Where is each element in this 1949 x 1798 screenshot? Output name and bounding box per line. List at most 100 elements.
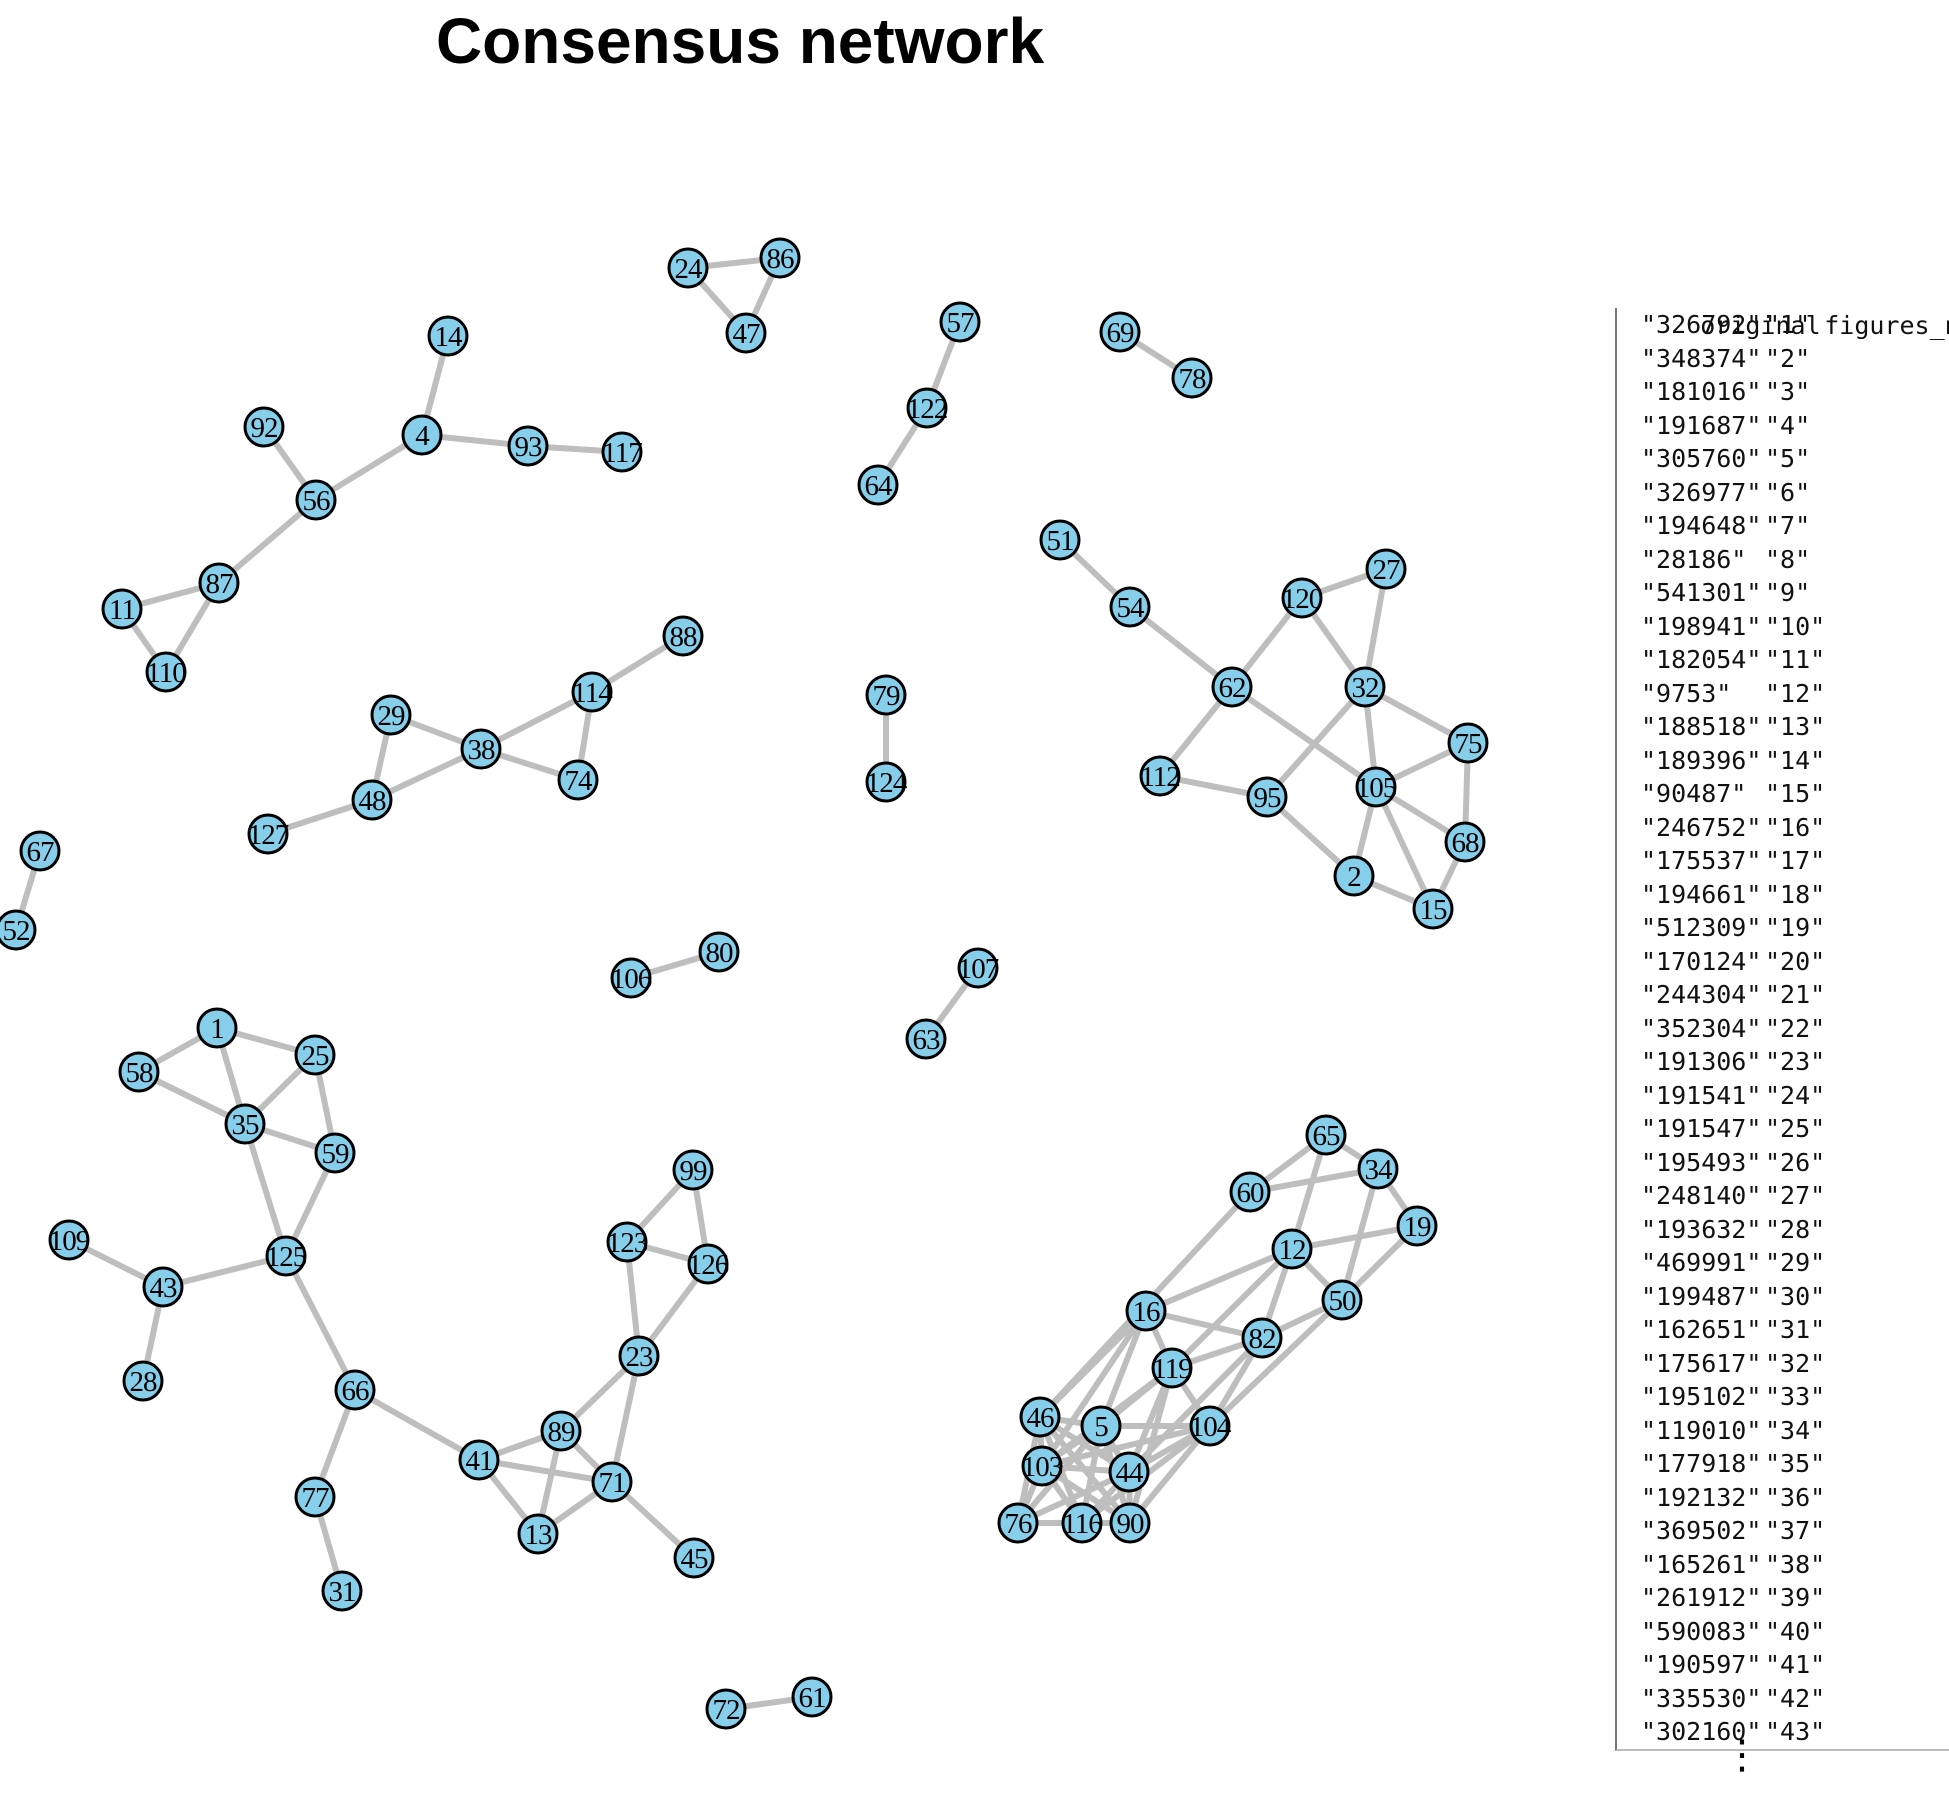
figure-name-cell: "30" — [1765, 1281, 1826, 1311]
node-circle — [321, 1570, 363, 1612]
node-76: 76 — [997, 1502, 1039, 1544]
node-12: 12 — [1271, 1228, 1313, 1270]
node-43: 43 — [142, 1266, 184, 1308]
figure-name-cell: "11" — [1765, 645, 1826, 674]
node-circle — [460, 728, 502, 770]
node-label: 119 — [1152, 1353, 1192, 1385]
node-109: 109 — [48, 1219, 91, 1261]
node-label: 34 — [1365, 1154, 1394, 1186]
node-4: 4 — [401, 414, 443, 456]
figure-name-cell: "1" — [1765, 310, 1811, 339]
node-label: 67 — [27, 836, 55, 868]
node-48: 48 — [351, 779, 393, 821]
node-circle — [118, 1051, 160, 1093]
node-label: 78 — [1179, 363, 1207, 395]
table-row: "305760" "5" — [1617, 442, 1949, 476]
figure-name-cell: "25" — [1765, 1114, 1826, 1143]
table-row: "191547" "25" — [1617, 1112, 1949, 1146]
edge-41-71 — [476, 1457, 615, 1485]
node-24: 24 — [667, 247, 709, 289]
node-104: 104 — [1189, 1405, 1233, 1447]
node-107: 107 — [957, 947, 1000, 989]
node-circle — [957, 947, 999, 989]
figure-name-cell: "20" — [1765, 946, 1826, 976]
original-id-cell: "90487" — [1641, 779, 1747, 808]
figure-name-cell: "3" — [1765, 377, 1811, 406]
edge-114-38 — [478, 689, 595, 752]
node-label: 112 — [1140, 761, 1179, 793]
figure-name-cell: "40" — [1765, 1616, 1826, 1646]
node-circle — [145, 651, 187, 693]
node-label: 52 — [3, 915, 30, 947]
node-71: 71 — [591, 1461, 633, 1503]
table-row: "181016" "3" — [1617, 375, 1949, 409]
node-38: 38 — [460, 728, 502, 770]
table-row: "194661" "18" — [1617, 878, 1949, 912]
node-circle — [1080, 1405, 1122, 1447]
node-117: 117 — [601, 431, 643, 473]
node-80: 80 — [698, 931, 740, 973]
table-row: "302160" "43" — [1617, 1715, 1949, 1749]
node-119: 119 — [1151, 1347, 1193, 1389]
node-circle — [865, 674, 907, 716]
figure-name-cell: "10" — [1765, 611, 1826, 641]
node-label: 47 — [733, 318, 761, 350]
node-label: 89 — [548, 1416, 576, 1448]
figure-name-cell: "37" — [1765, 1516, 1826, 1545]
original-id-cell: "188518" — [1641, 712, 1762, 741]
figure-name-cell: "16" — [1765, 812, 1826, 842]
node-label: 92 — [251, 412, 278, 444]
node-label: 122 — [907, 393, 948, 425]
original-id-cell: "541301" — [1641, 578, 1762, 607]
node-circle — [224, 1103, 266, 1145]
node-110: 110 — [145, 651, 187, 693]
node-circle — [334, 1369, 376, 1411]
node-103: 103 — [1021, 1445, 1064, 1487]
node-label: 44 — [1116, 1457, 1145, 1489]
table-row: "192132" "36" — [1617, 1481, 1949, 1515]
node-label: 110 — [146, 657, 186, 689]
figure-name-cell: "15" — [1765, 779, 1826, 808]
node-circle — [1281, 577, 1323, 619]
node-35: 35 — [224, 1103, 266, 1145]
figure-name-cell: "5" — [1765, 444, 1811, 473]
original-id-cell: "348374" — [1641, 343, 1762, 373]
table-row: "182054" "11" — [1617, 643, 1949, 677]
node-120: 120 — [1281, 577, 1324, 619]
table-row: "195102" "33" — [1617, 1380, 1949, 1414]
node-label: 82 — [1249, 1323, 1276, 1355]
original-id-cell: "302160" — [1641, 1717, 1762, 1746]
node-label: 11 — [109, 594, 135, 626]
node-label: 90 — [1117, 1508, 1145, 1540]
table-row: "198941" "10" — [1617, 610, 1949, 644]
node-label: 28 — [130, 1366, 158, 1398]
table-row: "191306" "23" — [1617, 1045, 1949, 1079]
original-id-cell: "590083" — [1641, 1616, 1762, 1646]
node-circle — [314, 1132, 356, 1174]
node-11: 11 — [101, 588, 143, 630]
node-75: 75 — [1447, 722, 1489, 764]
node-label: 123 — [607, 1227, 648, 1259]
node-circle — [1019, 1396, 1061, 1438]
edge-50-104 — [1207, 1297, 1345, 1429]
node-label: 103 — [1022, 1451, 1063, 1483]
node-79: 79 — [865, 674, 907, 716]
node-74: 74 — [557, 759, 599, 801]
node-label: 64 — [865, 470, 894, 502]
node-label: 95 — [1254, 782, 1282, 814]
node-label: 38 — [468, 734, 496, 766]
node-circle — [618, 1335, 660, 1377]
node-label: 65 — [1313, 1120, 1341, 1152]
edge-125-43 — [160, 1253, 289, 1290]
node-label: 56 — [303, 485, 331, 517]
node-label: 62 — [1219, 672, 1246, 704]
node-2: 2 — [1333, 855, 1375, 897]
node-circle — [540, 1410, 582, 1452]
figure-name-cell: "38" — [1765, 1549, 1826, 1579]
node-label: 1 — [210, 1013, 224, 1045]
node-47: 47 — [725, 312, 767, 354]
node-52: 52 — [0, 909, 37, 951]
original-id-cell: "248140" — [1641, 1181, 1762, 1210]
table-row: "175617" "32" — [1617, 1347, 1949, 1381]
